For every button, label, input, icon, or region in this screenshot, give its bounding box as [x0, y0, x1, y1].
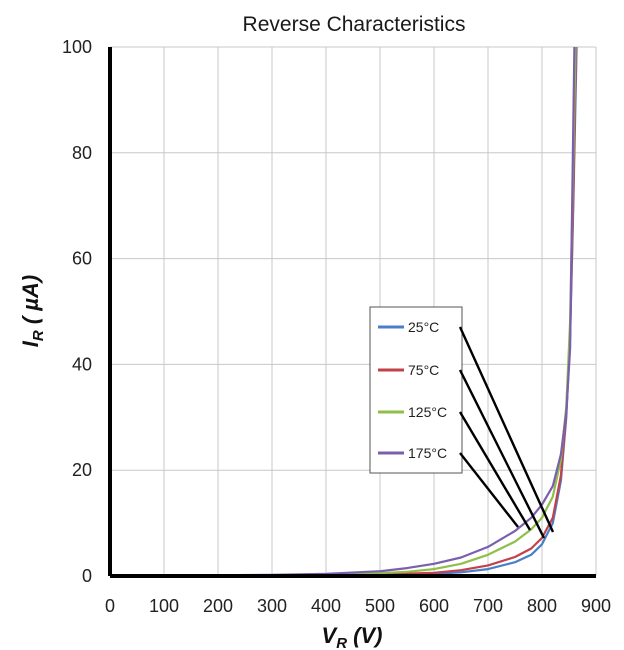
- legend-label: 175°C: [408, 445, 447, 461]
- y-tick-labels: 0 20 40 60 80 100: [62, 37, 92, 586]
- legend-box: [369, 306, 463, 474]
- y-axis-label: IR ( µA): [18, 275, 47, 347]
- x-tick-label: 700: [473, 596, 503, 616]
- y-tick-label: 80: [72, 143, 92, 163]
- x-tick-label: 100: [149, 596, 179, 616]
- axes: [108, 47, 596, 578]
- y-tick-label: 20: [72, 460, 92, 480]
- x-tick-label: 900: [581, 596, 611, 616]
- legend-label: 25°C: [408, 319, 439, 335]
- y-tick-label: 0: [82, 566, 92, 586]
- y-tick-label: 40: [72, 354, 92, 374]
- series-line-175c: [109, 46, 576, 578]
- leader-line: [459, 452, 519, 528]
- x-tick-label: 800: [527, 596, 557, 616]
- x-tick-label: 300: [257, 596, 287, 616]
- series-line-125c: [109, 46, 577, 578]
- y-tick-label: 100: [62, 37, 92, 57]
- legend: 25°C 75°C 125°C 175°C: [369, 306, 463, 474]
- chart-title: Reverse Characteristics: [243, 13, 466, 36]
- legend-label: 75°C: [408, 362, 439, 378]
- legend-leader-lines: [458, 326, 555, 539]
- x-tick-label: 600: [419, 596, 449, 616]
- leader-line: [458, 411, 532, 531]
- y-tick-label: 60: [72, 249, 92, 269]
- x-tick-label: 400: [311, 596, 341, 616]
- x-tick-label: 0: [105, 596, 115, 616]
- x-axis-label: VR (V): [322, 623, 383, 650]
- series-line-25c: [110, 46, 578, 578]
- series-line-75c: [110, 46, 578, 578]
- x-tick-label: 200: [203, 596, 233, 616]
- leader-line: [458, 369, 546, 539]
- leader-line: [458, 326, 555, 533]
- legend-label: 125°C: [408, 404, 447, 420]
- series-lines: [109, 46, 578, 578]
- x-tick-label: 500: [365, 596, 395, 616]
- x-tick-labels: 0 100 200 300 400 500 600 700 800 900: [105, 596, 611, 616]
